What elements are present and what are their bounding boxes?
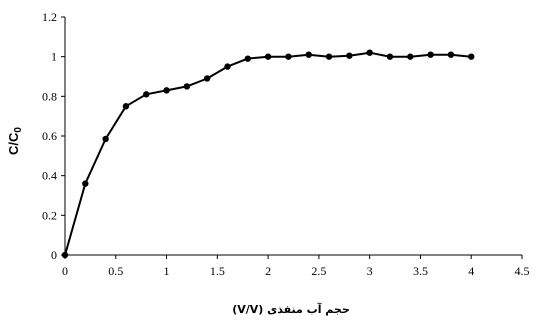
series-line	[64, 51, 472, 256]
data-point	[366, 49, 373, 56]
series	[61, 49, 475, 259]
y-tick-label: 0.8	[42, 89, 57, 103]
data-point	[407, 53, 414, 60]
x-axis-label: حجم آب منفذی (V/V)	[232, 302, 350, 316]
x-tick-label: 1.5	[210, 264, 225, 278]
x-tick-label: 4.5	[515, 264, 530, 278]
y-tick-label: 1	[51, 50, 57, 64]
y-tick-label: 0.6	[42, 129, 57, 143]
x-tick-label: 0.5	[108, 264, 123, 278]
x-tick-label: 4	[468, 264, 474, 278]
data-point	[386, 53, 394, 60]
y-tick-label: 0	[51, 248, 57, 262]
y-tick-label: 0.4	[42, 169, 57, 183]
data-point	[305, 51, 312, 58]
data-point	[183, 83, 191, 90]
ticks: 0 0.2 0.4 0.6 0.8 1 1.2 0 0.5 1 1.5 2 2.5 3 3.5 4 4.5	[42, 10, 530, 278]
data-point	[447, 51, 455, 58]
data-point	[346, 52, 353, 59]
data-point	[468, 53, 475, 60]
data-point	[61, 251, 69, 259]
data-point	[427, 51, 434, 58]
x-tick-label: 3.5	[413, 264, 428, 278]
x-tick-label: 2.5	[311, 264, 326, 278]
data-point	[82, 180, 89, 187]
data-point	[224, 63, 231, 70]
data-point	[163, 87, 170, 94]
y-tick-label: 0.2	[42, 208, 57, 222]
data-point	[325, 53, 333, 60]
data-point	[102, 135, 109, 143]
x-tick-label: 1	[164, 264, 170, 278]
data-point	[244, 55, 251, 62]
data-point	[122, 103, 130, 110]
x-tick-label: 0	[62, 264, 68, 278]
x-tick-label: 2	[265, 264, 271, 278]
x-tick-label: 3	[367, 264, 373, 278]
data-point	[203, 75, 211, 82]
y-tick-label: 1.2	[42, 10, 57, 24]
data-point	[264, 53, 272, 60]
data-point	[285, 53, 292, 60]
axes	[64, 17, 522, 256]
y-axis-label: C/C0	[6, 127, 24, 155]
data-point	[143, 91, 150, 98]
